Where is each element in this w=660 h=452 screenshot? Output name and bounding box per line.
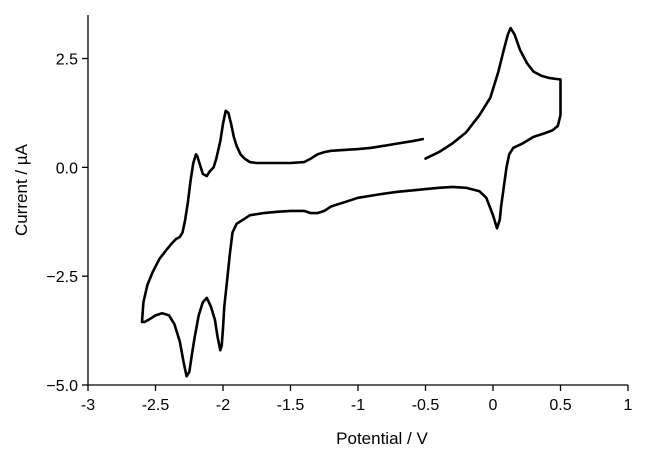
x-ticks: -3 -2.5 -2 -1.5 -1 -0.5 0 0.5 1 [81,385,633,414]
x-tick-label: -2 [216,397,230,414]
y-axis-title: Current / µA [12,143,31,236]
y-ticks: −5.0 −2.5 0.0 2.5 [46,52,88,395]
x-tick-label: -2.5 [142,397,170,414]
x-tick-label: 1 [624,397,633,414]
x-tick-label: -3 [81,397,95,414]
y-tick-label: 0.0 [56,160,78,177]
x-tick-label: -1.5 [277,397,305,414]
x-tick-label: -1 [351,397,365,414]
x-axis-title: Potential / V [336,429,428,448]
y-tick-label: −5.0 [46,378,78,395]
x-tick-label: -0.5 [412,397,440,414]
x-tick-label: 0 [489,397,498,414]
plot-series [140,26,562,378]
cv-curve-series-0 [140,26,562,378]
x-tick-label: 0.5 [549,397,571,414]
y-tick-label: −2.5 [46,269,78,286]
axes [87,15,628,386]
y-tick-label: 2.5 [56,52,78,69]
